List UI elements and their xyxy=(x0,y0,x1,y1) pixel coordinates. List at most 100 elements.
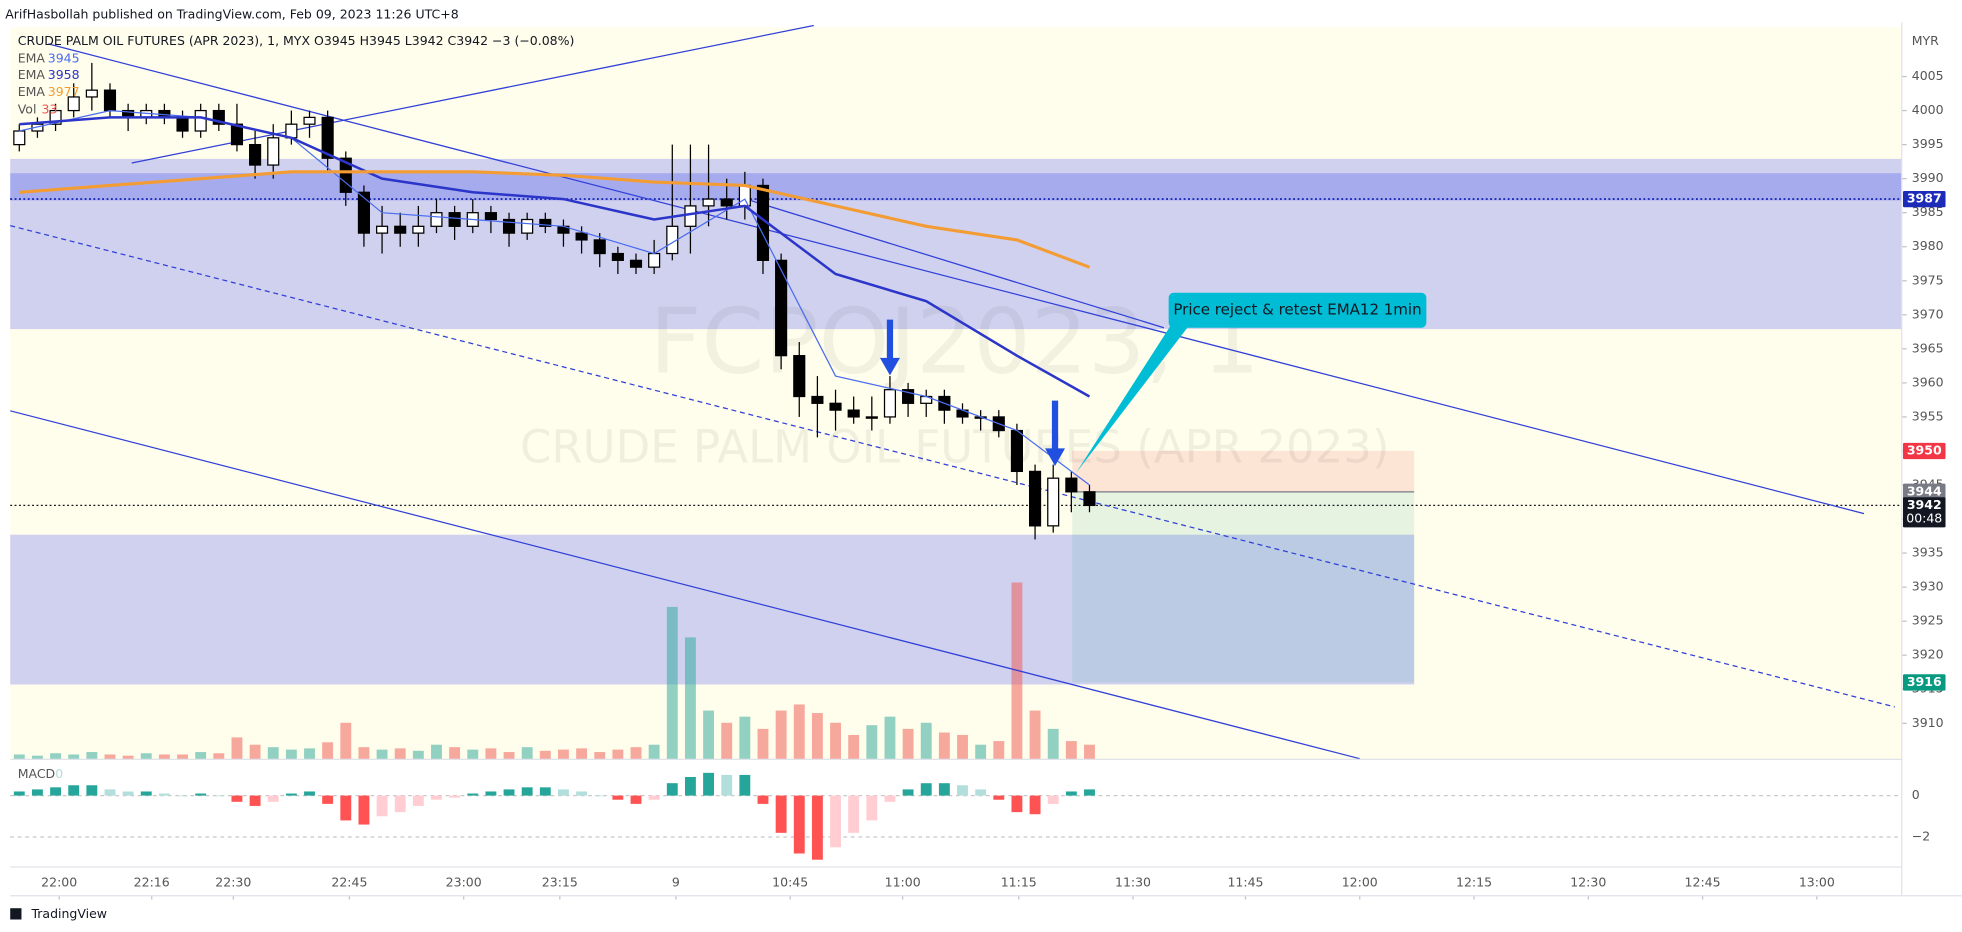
candle-body xyxy=(430,212,443,227)
volume-bar xyxy=(757,728,769,760)
volume-bar xyxy=(158,754,170,760)
macd-value: 0 xyxy=(55,766,63,781)
x-tick-label: 23:15 xyxy=(542,875,578,890)
macd-bar xyxy=(1065,791,1077,796)
x-tick-label: 10:45 xyxy=(772,875,808,890)
candle-body xyxy=(539,218,552,227)
vol-label: Vol xyxy=(18,102,37,117)
volume-bar xyxy=(594,752,606,760)
volume-bar xyxy=(467,749,479,760)
volume-bar xyxy=(1065,741,1077,760)
candle-body xyxy=(1028,470,1042,527)
y-tick-label: 3910 xyxy=(1912,715,1944,730)
x-tick-label: 12:45 xyxy=(1685,875,1721,890)
y-tick-label: 3990 xyxy=(1912,170,1944,185)
candle-body xyxy=(321,116,334,159)
volume-bar xyxy=(394,748,406,760)
candle-body xyxy=(775,259,788,357)
macd-bar xyxy=(884,795,896,802)
macd-bar xyxy=(902,789,914,796)
price-label-box xyxy=(1902,674,1946,691)
x-tick-label: 22:16 xyxy=(134,875,170,890)
ema-line xyxy=(19,170,1091,269)
volume-bar xyxy=(666,606,678,760)
volume-bar xyxy=(793,704,805,760)
candle-body xyxy=(865,416,878,419)
macd-bar xyxy=(558,789,569,796)
volume-bar xyxy=(920,722,932,760)
candle-body xyxy=(67,96,80,112)
y-tick-label: 3935 xyxy=(1912,545,1944,560)
volume-bar xyxy=(739,716,751,760)
candle-body xyxy=(611,252,624,261)
y-tick-label: 3925 xyxy=(1912,613,1944,628)
arrow xyxy=(879,319,900,376)
ema-legend-name: EMA xyxy=(18,67,46,82)
macd-bar xyxy=(648,795,660,800)
candle-body xyxy=(339,157,352,193)
volume-bar xyxy=(1029,710,1041,760)
candle-body xyxy=(902,389,915,404)
position-stop xyxy=(1072,450,1415,492)
macd-bar xyxy=(957,785,968,796)
y-tick-label: 3980 xyxy=(1912,238,1944,253)
macd-bar xyxy=(938,783,950,796)
zone xyxy=(10,173,1902,201)
price-label-box xyxy=(1902,483,1946,500)
macd-bar xyxy=(1047,795,1059,804)
macd-bar xyxy=(304,791,315,796)
candle-body xyxy=(738,184,751,207)
callout: Price reject & retest EMA12 1min xyxy=(1076,292,1427,473)
trendline xyxy=(10,410,1360,760)
volume-bar xyxy=(485,748,497,760)
x-tick-label: 11:45 xyxy=(1227,875,1263,890)
macd-bar xyxy=(1011,795,1023,813)
ema-legend-value: 3977 xyxy=(48,84,80,99)
volume-bar xyxy=(322,742,334,760)
ema-legend-name: EMA xyxy=(18,84,46,99)
candle-body xyxy=(847,409,860,418)
ema-legend-name: EMA xyxy=(18,50,46,65)
macd-bar xyxy=(594,795,606,797)
candle-body xyxy=(103,89,117,112)
zone xyxy=(10,158,1902,330)
x-tick-label: 11:00 xyxy=(885,875,921,890)
volume-bar xyxy=(104,754,116,760)
candle-body xyxy=(829,402,842,411)
macd-bar xyxy=(158,793,170,796)
volume-bar xyxy=(703,710,715,760)
position-target xyxy=(1072,491,1415,683)
brand-logo xyxy=(10,908,22,920)
macd-bar xyxy=(213,795,225,797)
volume-bar xyxy=(612,749,624,760)
candle-body xyxy=(176,116,189,132)
macd-bar xyxy=(412,795,424,806)
candle-body xyxy=(1065,477,1078,493)
volume-bar xyxy=(267,747,279,760)
macd-bar xyxy=(703,772,715,796)
macd-bar xyxy=(449,795,461,798)
macd-bar xyxy=(1084,789,1095,796)
candle-body xyxy=(684,205,697,227)
candle-body xyxy=(1083,491,1096,507)
arrow xyxy=(1045,400,1066,466)
candle-body xyxy=(593,239,606,255)
volume-bar xyxy=(811,713,823,760)
macd-bar xyxy=(231,795,243,802)
y-tick-label: 3920 xyxy=(1912,647,1944,662)
macd-bar xyxy=(376,795,388,817)
trendline xyxy=(131,24,814,164)
macd-bar xyxy=(195,793,207,796)
volume-bar xyxy=(13,754,25,760)
macd-bar xyxy=(177,795,188,797)
x-tick-label: 11:15 xyxy=(1001,875,1037,890)
volume-bar xyxy=(140,753,152,760)
macd-bar xyxy=(666,783,678,796)
macd-bar xyxy=(249,795,261,806)
macd-bar xyxy=(68,785,80,796)
candle-body xyxy=(194,109,207,132)
macd-bar xyxy=(267,795,279,802)
macd-bar xyxy=(358,795,370,825)
macd-bar xyxy=(122,791,134,796)
